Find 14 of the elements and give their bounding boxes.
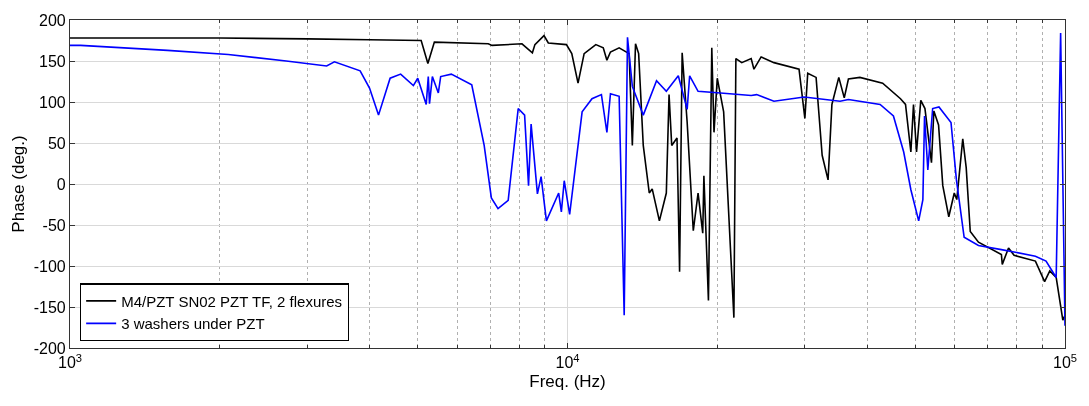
x-tick-label: 10$^{5}$ [1052,351,1078,372]
x-axis-title: Freq. (Hz) [529,371,606,391]
legend-label: M4/PZT SN02 PZT TF, 2 flexures [121,292,343,310]
x-tick-label: 10$^{4}$ [555,351,580,372]
y-tick-label: 150 [39,52,66,70]
legend-label: 3 washers under PZT [121,315,265,333]
y-tick-label: 50 [47,134,66,152]
y-tick-label: 100 [39,93,66,111]
y-tick-label: -150 [33,298,66,316]
y-tick-label: 0 [56,175,66,193]
y-tick-label: 200 [39,11,66,29]
y-axis-title: Phase (deg.) [9,135,29,233]
y-tick-label: -100 [33,257,66,275]
y-tick-label: -50 [42,216,66,234]
